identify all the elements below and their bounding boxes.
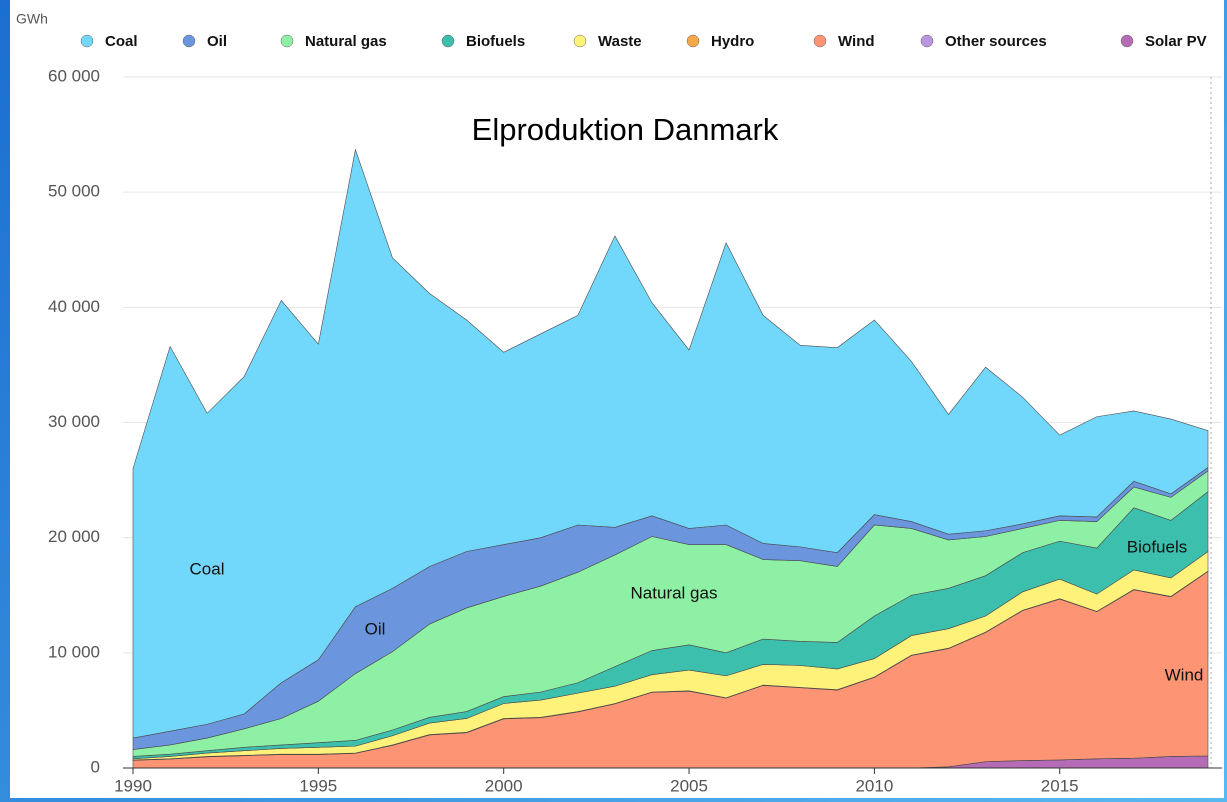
x-tick-label: 2000 (485, 776, 523, 795)
y-tick-label: 60 000 (48, 66, 100, 85)
y-tick-label: 0 (91, 757, 100, 776)
annotation: Natural gas (631, 583, 718, 602)
annotation: Oil (365, 619, 386, 638)
x-tick-label: 1995 (299, 776, 337, 795)
y-tick-label: 30 000 (48, 412, 100, 431)
legend-marker (573, 34, 587, 48)
x-tick-label: 2015 (1041, 776, 1079, 795)
legend-marker (280, 34, 294, 48)
legend-marker (441, 34, 455, 48)
legend-marker (80, 34, 94, 48)
annotation: Wind (1165, 665, 1204, 684)
legend-label: Waste (598, 33, 642, 50)
legend-marker (813, 34, 827, 48)
legend-label: Hydro (711, 33, 754, 50)
x-tick-label: 1990 (114, 776, 152, 795)
area (132, 148, 1209, 739)
legend-label: Coal (105, 33, 138, 50)
y-tick-label: 50 000 (48, 182, 100, 201)
legend-marker (182, 34, 196, 48)
chart-title: Elproduktion Danmark (472, 112, 779, 147)
legend-marker (686, 34, 700, 48)
annotation: Coal (190, 559, 225, 578)
legend-marker (920, 34, 934, 48)
y-tick-label: 10 000 (48, 642, 100, 661)
legend-label: Wind (838, 33, 875, 50)
y-tick-label: 20 000 (48, 527, 100, 546)
legend-marker (1120, 34, 1134, 48)
annotation: Biofuels (1127, 537, 1187, 556)
legend-label: Natural gas (305, 33, 387, 50)
legend-label: Other sources (945, 33, 1047, 50)
x-tick-label: 2010 (855, 776, 893, 795)
y-tick-label: 40 000 (48, 297, 100, 316)
x-tick-label: 2005 (670, 776, 708, 795)
legend-label: Biofuels (466, 33, 525, 50)
legend-label: Solar PV (1145, 33, 1207, 50)
y-unit: GWh (16, 11, 48, 27)
legend-label: Oil (207, 33, 227, 50)
